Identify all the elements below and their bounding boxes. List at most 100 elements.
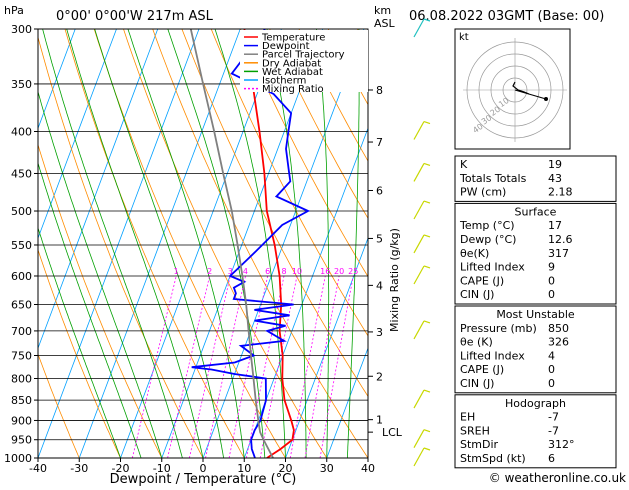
temperature-tick-label: -30 — [70, 462, 88, 475]
table-row-value: 17 — [548, 219, 562, 232]
table-row-label: EH — [460, 411, 475, 424]
table-row-value: 312° — [548, 438, 575, 451]
wind-barb-flag — [424, 235, 430, 237]
table-row-value: 9 — [548, 261, 555, 274]
mixing-ratio-label: 10 — [292, 267, 302, 276]
mixing-ratio-label: 25 — [348, 267, 358, 276]
wind-barb-flag — [424, 390, 430, 392]
wind-barb-flag — [424, 122, 430, 124]
pressure-unit-label: hPa — [4, 4, 24, 17]
pressure-tick-label: 600 — [11, 270, 32, 283]
wind-barb — [414, 122, 424, 140]
table-row-value: 43 — [548, 172, 562, 185]
table-title: Surface — [515, 205, 557, 218]
pressure-tick-label: 300 — [11, 23, 32, 36]
table-row-label: K — [460, 158, 468, 171]
table-row-label: CAPE (J) — [460, 363, 504, 376]
table-row-label: Totals Totals — [459, 172, 527, 185]
height-tick-label: 3 — [376, 326, 383, 339]
table-row-label: CAPE (J) — [460, 274, 504, 287]
mixing-ratio-label: 2 — [207, 267, 212, 276]
mixing-ratio-axis-title: Mixing Ratio (g/kg) — [388, 228, 401, 332]
wind-barb — [414, 201, 424, 219]
hodograph-unit-label: kt — [459, 32, 469, 43]
height-tick-label: 6 — [376, 184, 383, 197]
mixing-ratio-label: 1 — [174, 267, 179, 276]
storm-motion-point — [544, 97, 548, 101]
pressure-tick-label: 1000 — [4, 452, 32, 465]
pressure-tick-label: 800 — [11, 372, 32, 385]
table-row-label: θe (K) — [460, 336, 493, 349]
wind-barb — [414, 390, 424, 408]
mixing-ratio-label: 8 — [281, 267, 286, 276]
table-row-value: 0 — [548, 274, 555, 287]
mixing-ratio-label: 3 — [228, 267, 233, 276]
wind-barb — [414, 448, 424, 466]
table-row-value: 6 — [548, 452, 555, 465]
table-row-label: CIN (J) — [460, 377, 494, 390]
pressure-tick-label: 850 — [11, 394, 32, 407]
pressure-tick-label: 650 — [11, 299, 32, 312]
table-row-value: -7 — [548, 411, 559, 424]
wind-barb-flag — [424, 266, 430, 268]
pressure-axis: 3003504004505005506006507007508008509009… — [4, 23, 38, 465]
height-tick-label: 2 — [376, 370, 383, 383]
pressure-tick-label: 400 — [11, 126, 32, 139]
table-title: Hodograph — [505, 397, 566, 410]
table-row-label: PW (cm) — [460, 186, 506, 199]
table-row-value: 0 — [548, 377, 555, 390]
temperature-tick-label: -40 — [29, 462, 47, 475]
table-row-label: Pressure (mb) — [460, 322, 537, 335]
table-row-value: -7 — [548, 424, 559, 437]
table-row-label: Lifted Index — [460, 349, 525, 362]
pressure-tick-label: 500 — [11, 205, 32, 218]
table-row-value: 317 — [548, 247, 569, 260]
pressure-tick-label: 350 — [11, 78, 32, 91]
table-row-label: Lifted Index — [460, 261, 525, 274]
height-tick-label: 8 — [376, 84, 383, 97]
table-row-label: SREH — [460, 424, 490, 437]
km-unit-label: km — [374, 4, 391, 17]
table-row-value: 2.18 — [548, 186, 573, 199]
table-row-label: StmSpd (kt) — [460, 452, 526, 465]
temperature-tick-label: 40 — [361, 462, 375, 475]
x-axis-title: Dewpoint / Temperature (°C) — [110, 472, 297, 486]
pressure-tick-label: 700 — [11, 325, 32, 338]
pressure-tick-label: 450 — [11, 167, 32, 180]
table-row-value: 326 — [548, 336, 569, 349]
temperature-tick-label: 30 — [320, 462, 334, 475]
height-tick-label: 7 — [376, 136, 383, 149]
height-tick-label: 5 — [376, 232, 383, 245]
table-row-value: 0 — [548, 363, 555, 376]
mixing-ratio-label: 4 — [243, 267, 248, 276]
mixing-ratio-label: 20 — [334, 267, 344, 276]
table-title: Most Unstable — [496, 308, 575, 321]
table-row-value: 4 — [548, 349, 555, 362]
table-row-label: θe(K) — [460, 247, 489, 260]
wind-barbs — [414, 19, 430, 466]
wind-barb-flag — [424, 448, 430, 450]
pressure-tick-label: 950 — [11, 434, 32, 447]
table-row-value: 12.6 — [548, 233, 573, 246]
wind-barb-flag — [424, 430, 430, 432]
height-tick-label: 1 — [376, 414, 383, 427]
pressure-tick-label: 900 — [11, 414, 32, 427]
location-label: 0°00' 0°00'W 217m ASL — [56, 9, 214, 24]
datetime-label: 06.08.2022 03GMT (Base: 00) — [409, 9, 604, 24]
copyright-label: © weatheronline.co.uk — [489, 471, 626, 485]
mixing-ratio-label: 6 — [265, 267, 270, 276]
table-row-label: CIN (J) — [460, 288, 494, 301]
wind-barb — [414, 235, 424, 253]
wind-barb — [414, 266, 424, 284]
asl-unit-label: ASL — [374, 17, 396, 30]
lcl-label: LCL — [382, 426, 403, 439]
pressure-tick-label: 750 — [11, 349, 32, 362]
wind-barb-flag — [424, 321, 430, 323]
table-row-value: 0 — [548, 288, 555, 301]
wind-barb-flag — [424, 163, 430, 165]
wind-barb — [414, 321, 424, 339]
